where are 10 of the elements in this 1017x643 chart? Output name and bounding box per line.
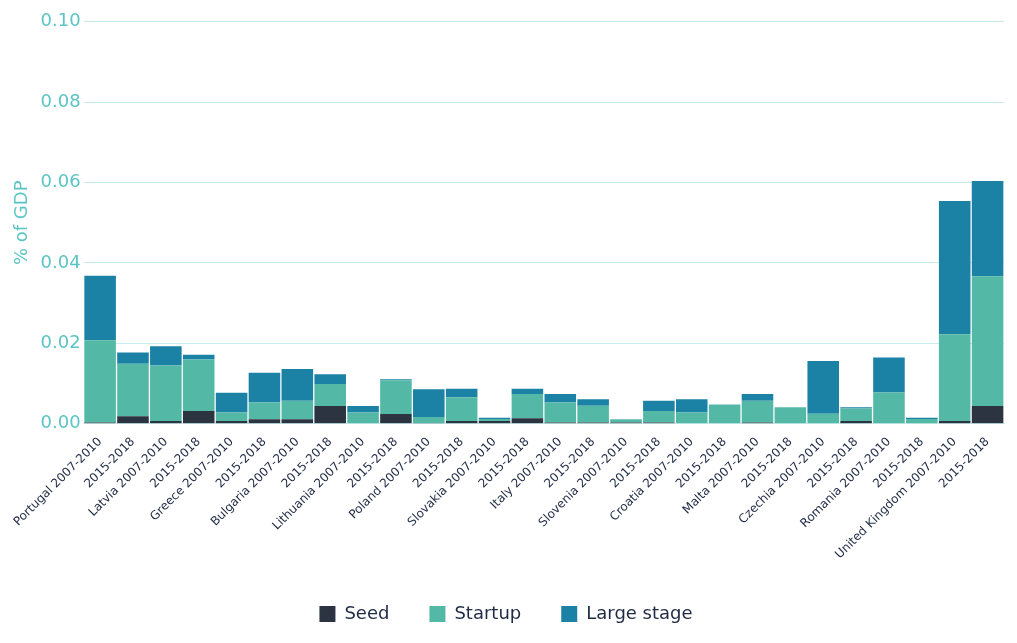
y-axis-title: % of GDP bbox=[10, 180, 32, 266]
y-tick-label: 0.00 bbox=[40, 411, 81, 433]
y-tick-label: 0.04 bbox=[40, 250, 81, 272]
legend-label: Seed bbox=[344, 601, 390, 623]
legend-label: Startup bbox=[454, 601, 522, 623]
y-tick-label: 0.02 bbox=[40, 331, 81, 353]
y-tick-label: 0.10 bbox=[40, 9, 81, 31]
y-tick-label: 0.08 bbox=[40, 89, 81, 111]
y-tick-label: 0.06 bbox=[40, 170, 81, 192]
legend-label: Large stage bbox=[586, 601, 693, 623]
